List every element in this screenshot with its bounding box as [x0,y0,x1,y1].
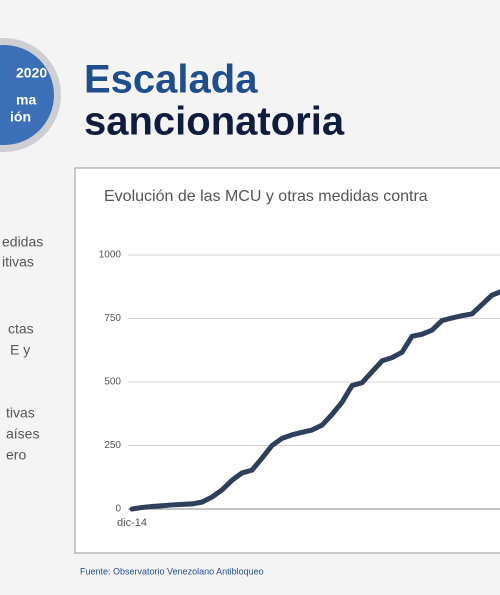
y-tick-label: 0 [115,504,121,515]
badge-text: ma [16,92,36,108]
badge-text: ión [10,109,31,125]
title: sancionatoria [84,100,345,144]
x-tick-label: dic-14 [117,517,147,529]
side-text: E y [10,342,30,358]
y-tick-label: 750 [104,313,121,324]
y-tick-label: 500 [104,377,121,388]
side-text: edidas [2,234,43,250]
data-line [129,289,500,512]
chart-title: Evolución de las MCU y otras medidas con… [104,188,428,205]
badge-text: 2020 [16,65,47,81]
side-text: aíses [6,426,39,442]
side-text: tivas [6,405,35,421]
chart-frame [74,167,500,554]
source: Fuente: Observatorio Venezolano Antibloq… [80,566,264,576]
side-text: ctas [8,321,34,337]
y-tick-label: 250 [104,440,121,451]
side-text: itivas [2,254,34,270]
y-tick-label: 1000 [99,250,122,261]
side-text: ero [6,447,26,463]
title: Escalada [84,58,258,102]
badge [0,45,54,145]
